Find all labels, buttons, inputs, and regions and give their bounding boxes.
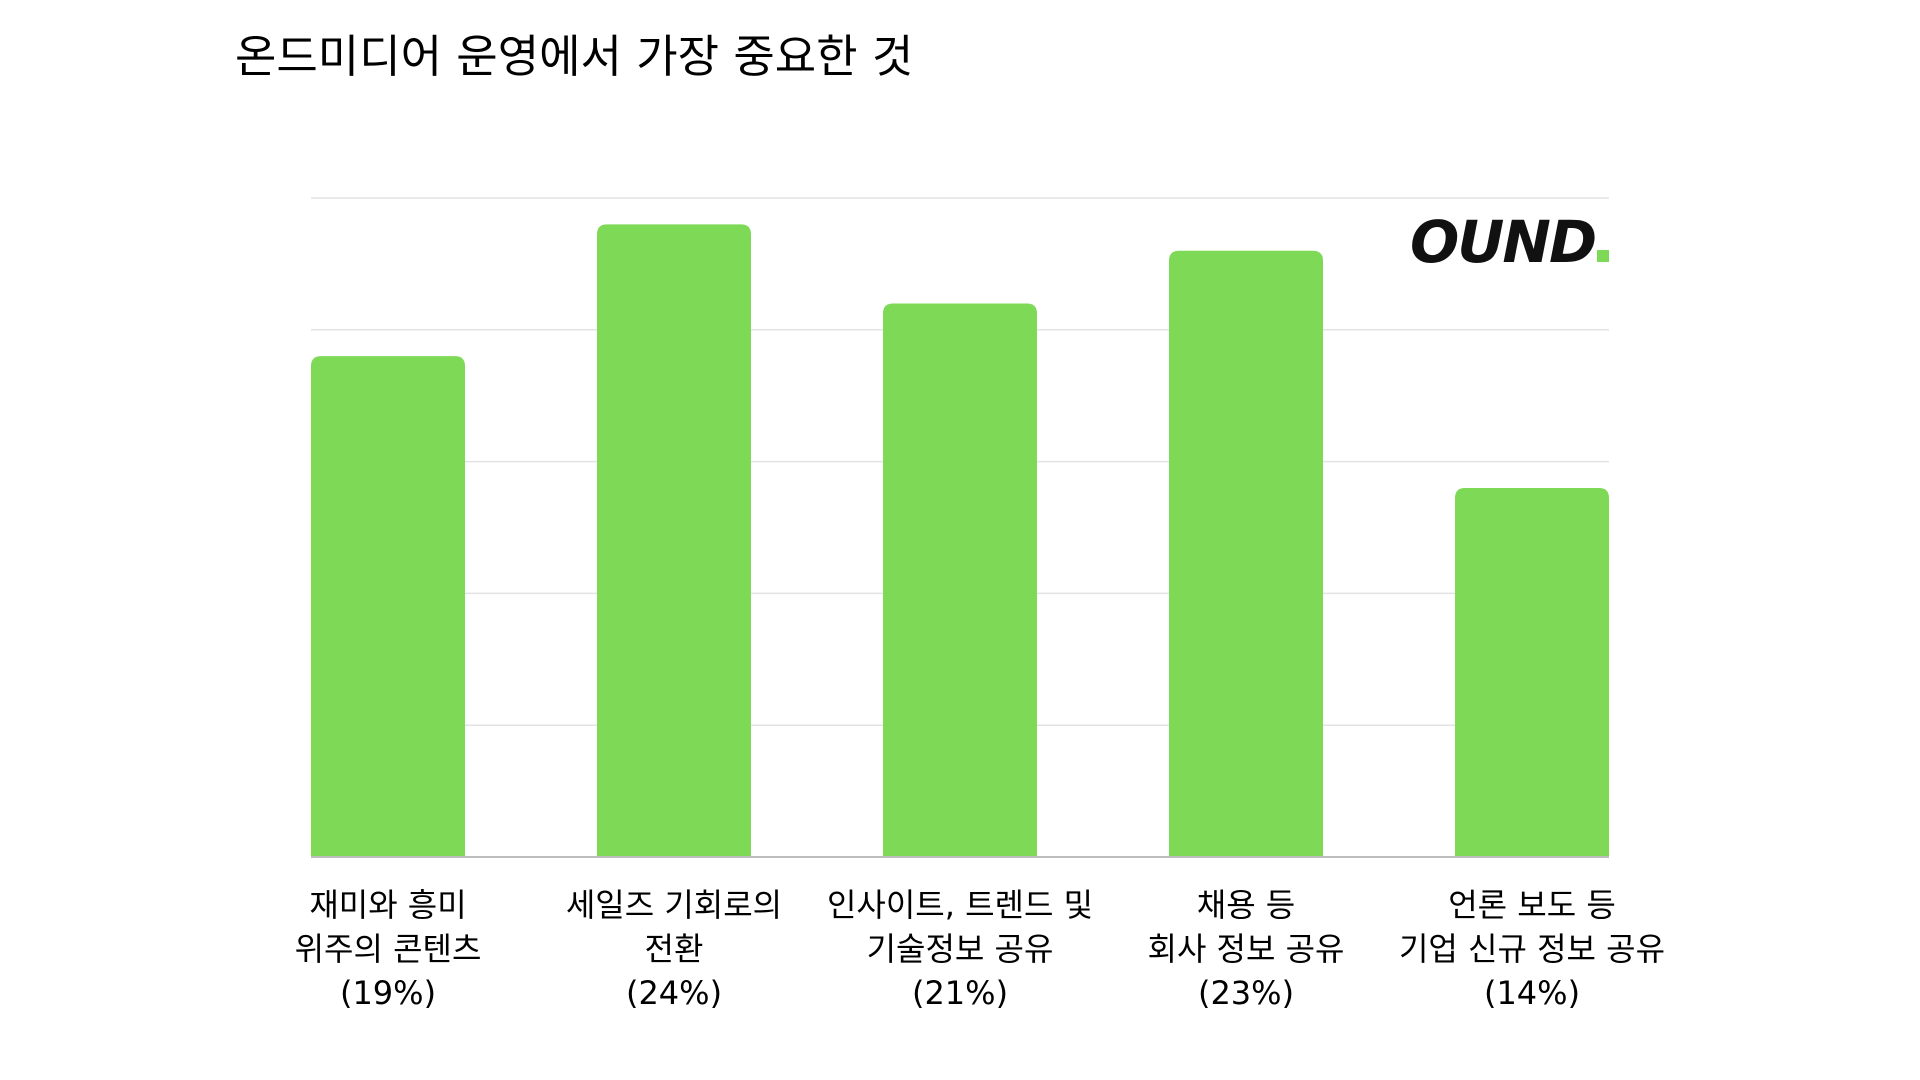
- category-label-line: (14%): [1483, 974, 1581, 1012]
- category-label-line: 기업 신규 정보 공유: [1398, 930, 1666, 968]
- category-label-line: 기술정보 공유: [866, 930, 1054, 968]
- bar-2: [597, 224, 751, 858]
- category-label-line: 세일즈 기회로의: [565, 886, 783, 924]
- category-label-line: (19%): [339, 974, 437, 1012]
- category-label-line: 회사 정보 공유: [1147, 930, 1345, 968]
- category-label-line: 인사이트, 트렌드 및: [826, 886, 1094, 924]
- category-label-line: 재미와 흥미: [309, 886, 467, 924]
- bars: [311, 224, 1609, 858]
- category-label-line: 전환: [644, 930, 704, 968]
- category-label-line: 언론 보도 등: [1448, 886, 1616, 924]
- logo-text: OUND: [1410, 208, 1597, 276]
- bar-5: [1455, 487, 1609, 857]
- bar-3: [883, 303, 1037, 857]
- chart-title: 온드미디어 운영에서 가장 중요한 것: [235, 30, 914, 83]
- category-label-line: (23%): [1197, 974, 1295, 1012]
- category-label-line: (24%): [625, 974, 723, 1012]
- category-label-line: 채용 등: [1196, 886, 1296, 924]
- category-label-line: 위주의 콘텐츠: [294, 930, 482, 968]
- bar-1: [311, 356, 465, 857]
- bar-4: [1169, 250, 1323, 858]
- logo-dot-icon: [1597, 250, 1610, 262]
- ound-logo: OUND: [1410, 213, 1610, 271]
- category-label-line: (21%): [911, 974, 1009, 1012]
